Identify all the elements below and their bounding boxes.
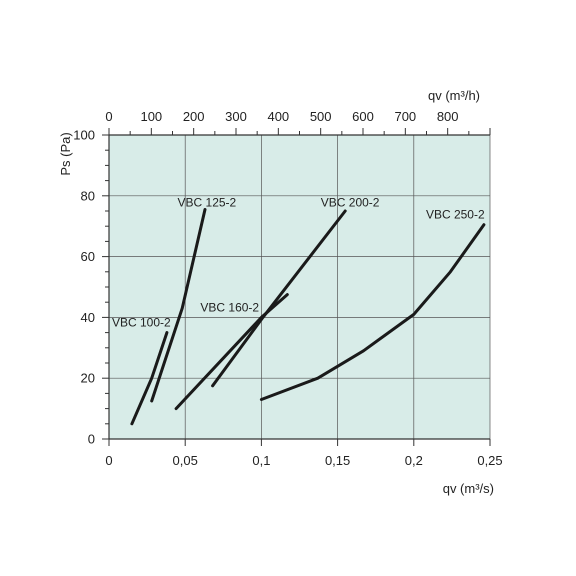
- series-label: VBC 125-2: [178, 195, 237, 209]
- series-label: VBC 160-2: [200, 300, 259, 314]
- x-tick-label: 0,2: [405, 453, 423, 468]
- x-tick-label: 0,05: [173, 453, 198, 468]
- top-tick-label: 800: [437, 109, 459, 124]
- top-tick-label: 500: [310, 109, 332, 124]
- series-labels: VBC 100-2 VBC 125-2 VBC 160-2 VBC 200-2 VBC …: [112, 195, 485, 329]
- x-axis-ticks: 0 0,05 0,1 0,15 0,2 0,25: [105, 453, 502, 468]
- y-tick-label: 0: [88, 432, 95, 447]
- series-line-vbc-200-2: [211, 209, 347, 388]
- y-tick-label: 80: [81, 188, 95, 203]
- y-axis-title: Ps (Pa): [58, 132, 73, 175]
- top-tick-label: 700: [394, 109, 416, 124]
- series-line-vbc-250-2: [259, 223, 486, 401]
- top-tick-label: 0: [105, 109, 112, 124]
- x-tick-label: 0,15: [325, 453, 350, 468]
- series-line-vbc-125-2: [150, 208, 207, 403]
- top-tick-label: 200: [183, 109, 205, 124]
- series-layer: [130, 208, 486, 426]
- top-tick-label: 100: [140, 109, 162, 124]
- axes: [102, 128, 491, 446]
- x-axis-title: qv (m³/s): [443, 481, 494, 496]
- y-tick-label: 60: [81, 249, 95, 264]
- y-axis-ticks: 0 20 40 60 80 100: [73, 128, 95, 447]
- x-tick-label: 0: [105, 453, 112, 468]
- top-axis-ticks: 0 100 200 300 400 500 600 700 800: [105, 109, 458, 124]
- x-tick-label: 0,25: [477, 453, 502, 468]
- top-tick-label: 300: [225, 109, 247, 124]
- y-tick-label: 100: [73, 128, 95, 143]
- top-tick-label: 400: [267, 109, 289, 124]
- series-line-vbc-100-2: [130, 331, 169, 426]
- plot-background: [109, 135, 490, 439]
- series-label: VBC 100-2: [112, 316, 171, 330]
- top-axis-title: qv (m³/h): [428, 88, 480, 103]
- series-label: VBC 250-2: [426, 208, 485, 222]
- x-tick-label: 0,1: [252, 453, 270, 468]
- y-tick-label: 40: [81, 310, 95, 325]
- series-label: VBC 200-2: [321, 195, 380, 209]
- top-tick-label: 600: [352, 109, 374, 124]
- y-tick-label: 20: [81, 371, 95, 386]
